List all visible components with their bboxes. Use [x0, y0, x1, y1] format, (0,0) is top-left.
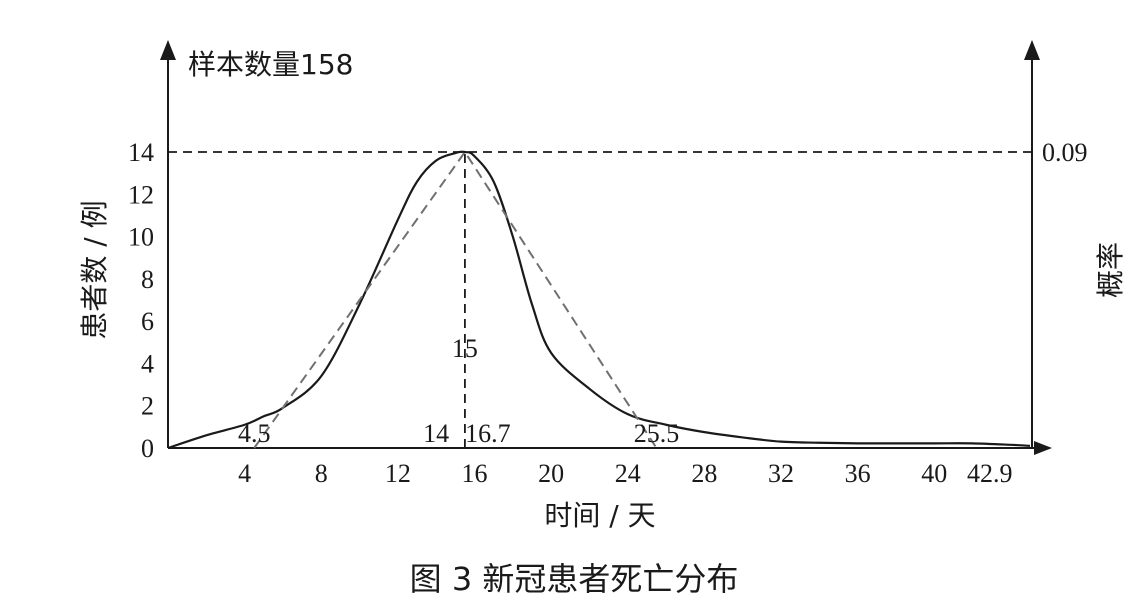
x-tick-label: 40	[921, 459, 947, 488]
axes	[160, 40, 1052, 455]
series-triangle-line	[253, 150, 658, 449]
y-tick-label: 2	[141, 392, 154, 421]
y-tick-label: 8	[141, 265, 154, 294]
y-tick-label: 4	[141, 349, 154, 378]
figure-caption: 图 3 新冠患者死亡分布	[410, 560, 739, 598]
y2-axis-arrow	[1024, 40, 1040, 60]
y-tick-label: 14	[128, 138, 154, 167]
x-tick-label: 8	[315, 459, 328, 488]
x-axis-title: 时间 / 天	[544, 499, 655, 532]
y-tick-label: 6	[141, 307, 154, 336]
annotation-label: 4.5	[238, 419, 271, 448]
x-tick-label: 12	[385, 459, 411, 488]
x-tick-label: 4	[238, 459, 251, 488]
x-tick-label: 24	[615, 459, 641, 488]
y-tick-label: 12	[128, 180, 154, 209]
y-tick-label: 0	[141, 434, 154, 463]
reference-lines	[168, 151, 1032, 448]
y-axis-arrow	[160, 40, 176, 60]
annotation-label: 14	[423, 419, 449, 448]
series-layer	[167, 150, 1031, 450]
sample-label: 样本数量158	[188, 48, 353, 81]
annotation-label: 15	[452, 334, 478, 363]
x-axis-arrow	[1034, 441, 1052, 455]
annotation-label: 25.5	[634, 419, 680, 448]
x-tick-label: 36	[845, 459, 871, 488]
x-tick-label: 16	[461, 459, 487, 488]
series-curve-line	[167, 150, 1031, 450]
annotation-label: 16.7	[465, 419, 511, 448]
y2-value-label: 0.09	[1042, 138, 1088, 167]
y-tick-label: 10	[128, 223, 154, 252]
annotations: 4.5 14 16.7 25.5 15	[238, 334, 679, 448]
x-tick-label: 32	[768, 459, 794, 488]
y-axis-title: 患者数 / 例	[78, 200, 111, 339]
x-tick-label: 20	[538, 459, 564, 488]
y2-axis-title: 概率	[1094, 242, 1127, 298]
x-tick-label: 42.9	[967, 459, 1013, 488]
x-tick-label: 28	[691, 459, 717, 488]
